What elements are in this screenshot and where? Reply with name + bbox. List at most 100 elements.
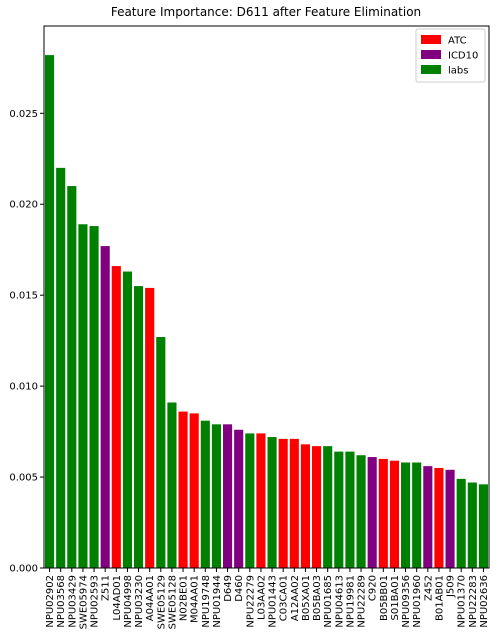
x-tick-label: NPU22289	[357, 575, 368, 628]
bar-npu01960	[412, 462, 422, 568]
bar-npu01944	[211, 424, 221, 568]
bar-npu02593	[89, 226, 99, 568]
x-tick-label: Z511	[101, 575, 112, 601]
bar-a04aa01	[145, 287, 155, 568]
bar-npu03429	[67, 186, 77, 569]
bar-l04ad01	[111, 266, 121, 568]
x-tick-label: S01BA01	[390, 575, 401, 621]
bar-c920	[367, 457, 377, 568]
bar-npu22283	[467, 482, 477, 568]
x-tick-label: NPU19981	[345, 575, 356, 628]
bar-m04aa01	[189, 413, 199, 568]
x-tick-label: SWE05129	[156, 575, 167, 629]
bar-npu01370	[456, 478, 466, 568]
bar-b05ba03	[312, 446, 322, 568]
y-tick-label: 0.010	[9, 382, 38, 393]
x-tick-label: NPU03568	[56, 575, 67, 628]
bar-npu22289	[356, 455, 366, 568]
x-tick-label: B05BB01	[379, 575, 390, 621]
x-tick-label: L03AA02	[256, 575, 267, 620]
bar-npu03568	[56, 167, 66, 568]
x-tick-label: Z452	[423, 575, 434, 601]
x-tick-label: SWE05128	[167, 575, 178, 629]
x-tick-label: B05BA03	[312, 575, 323, 621]
x-tick-label: A12AA02	[290, 575, 301, 621]
bar-swe05974	[78, 224, 88, 568]
x-tick-label: NPU03429	[67, 575, 78, 628]
y-tick-label: 0.005	[9, 473, 38, 484]
x-tick-label: B01AB01	[434, 575, 445, 621]
bar-j509	[445, 469, 455, 568]
bar-npu09356	[401, 462, 411, 568]
bar-swe05128	[167, 402, 177, 568]
bar-z511	[100, 246, 110, 568]
bar-npu04998	[122, 271, 132, 568]
x-tick-label: C03CA01	[279, 575, 290, 621]
bar-b01ab01	[434, 467, 444, 568]
x-tick-label: NPU22283	[468, 575, 479, 628]
bar-b05bb01	[378, 458, 388, 568]
y-tick-label: 0.020	[9, 200, 38, 211]
x-tick-label: A04AA01	[145, 575, 156, 621]
legend-label-atc: ATC	[448, 36, 467, 47]
bar-npu01443	[267, 437, 277, 568]
legend-label-labs: labs	[448, 66, 468, 77]
x-tick-label: NPU19748	[201, 575, 212, 628]
legend-swatch-icd10	[421, 50, 441, 59]
x-tick-label: L04AD01	[112, 575, 123, 621]
x-tick-label: NPU01443	[268, 575, 279, 628]
legend-swatch-atc	[421, 35, 441, 44]
bar-npu22279	[245, 433, 255, 568]
bar-l03aa02	[256, 433, 266, 568]
x-tick-label: NPU04998	[123, 575, 134, 628]
x-tick-label: D460	[234, 575, 245, 602]
x-tick-label: NPU01370	[457, 575, 468, 628]
x-tick-label: N02BE01	[179, 575, 190, 621]
chart-title: Feature Importance: D611 after Feature E…	[111, 5, 421, 19]
bar-b05xa01	[300, 444, 310, 568]
bar-npu19748	[200, 420, 210, 568]
bar-a12aa02	[289, 438, 299, 568]
bar-npu03230	[134, 286, 144, 568]
x-tick-label: C920	[368, 575, 379, 601]
legend: ATC ICD10 labs	[415, 28, 486, 83]
bars-layer	[45, 55, 488, 569]
x-tick-label: D649	[223, 575, 234, 602]
x-tick-label: NPU02636	[479, 575, 490, 628]
x-tick-label: NPU22279	[245, 575, 256, 628]
bar-npu04613	[334, 451, 344, 568]
bar-swe05129	[156, 337, 166, 568]
plot-frame	[43, 25, 490, 569]
x-tick-label: M04AA01	[190, 575, 201, 623]
bar-s01ba01	[389, 460, 399, 568]
x-tick-label: NPU01944	[212, 575, 223, 628]
x-tick-label: NPU04613	[334, 575, 345, 628]
y-axis: 0.000 0.005 0.010 0.015 0.020 0.025	[9, 109, 44, 575]
x-tick-label: SWE05974	[78, 575, 89, 629]
bar-n02be01	[178, 411, 188, 568]
y-tick-label: 0.025	[9, 109, 38, 120]
legend-label-icd10: ICD10	[448, 51, 478, 62]
bar-d649	[223, 424, 233, 568]
bar-d460	[234, 429, 244, 568]
x-axis: NPU02902 NPU03568 NPU03429 SWE05974 NPU02593…	[45, 568, 490, 629]
bar-npu02902	[45, 55, 55, 569]
y-tick-label: 0.000	[9, 564, 38, 575]
x-tick-label: NPU09356	[401, 575, 412, 628]
x-tick-label: NPU01685	[323, 575, 334, 628]
x-tick-label: B05XA01	[301, 575, 312, 621]
bar-npu19981	[345, 451, 355, 568]
bar-c03ca01	[278, 438, 288, 568]
bar-z452	[423, 466, 433, 568]
y-tick-label: 0.015	[9, 291, 38, 302]
x-tick-label: NPU02593	[90, 575, 101, 628]
x-tick-label: NPU01960	[412, 575, 423, 628]
x-tick-label: NPU02902	[45, 575, 56, 628]
bar-npu01685	[323, 446, 333, 568]
x-tick-label: J509	[446, 575, 457, 598]
x-tick-label: NPU03230	[134, 575, 145, 628]
legend-swatch-labs	[421, 65, 441, 74]
bar-npu02636	[478, 484, 488, 568]
